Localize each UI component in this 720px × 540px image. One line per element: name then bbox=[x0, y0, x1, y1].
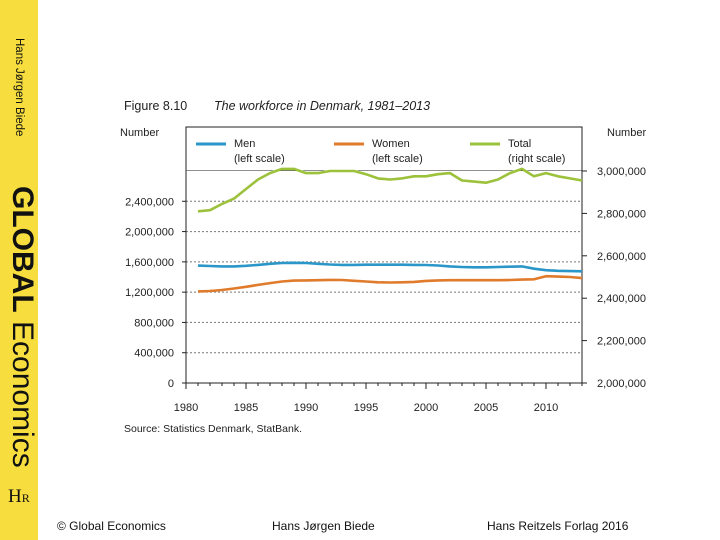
y-axis-label-right: Number bbox=[607, 127, 646, 139]
footer-publisher: Hans Reitzels Forlag 2016 bbox=[487, 519, 629, 533]
y-tick-label-left: 400,000 bbox=[134, 348, 174, 360]
footer-author: Hans Jørgen Biede bbox=[272, 519, 375, 533]
x-tick-label: 1980 bbox=[174, 402, 198, 414]
y-tick-label-right: 2,400,000 bbox=[597, 293, 646, 305]
legend-sublabel-men: (left scale) bbox=[234, 153, 285, 165]
x-tick-label: 1990 bbox=[294, 402, 318, 414]
y-axis-label-left: Number bbox=[120, 127, 159, 139]
y-tick-label-right: 2,000,000 bbox=[597, 378, 646, 390]
legend-sublabel-women: (left scale) bbox=[372, 153, 423, 165]
y-tick-label-left: 1,600,000 bbox=[125, 257, 174, 269]
footer-copyright: © Global Economics bbox=[57, 519, 166, 533]
y-tick-label-left: 0 bbox=[168, 378, 174, 390]
series-line-total bbox=[197, 167, 583, 213]
series-line-women bbox=[197, 274, 583, 293]
legend-sublabel-total: (right scale) bbox=[508, 153, 565, 165]
x-tick-label: 2000 bbox=[414, 402, 438, 414]
y-tick-label-right: 3,000,000 bbox=[597, 166, 646, 178]
x-tick-label: 1995 bbox=[354, 402, 378, 414]
y-tick-label-right: 2,600,000 bbox=[597, 251, 646, 263]
publisher-logo-icon: HR bbox=[8, 486, 30, 507]
sidebar: Hans Jørgen Biede GLOBAL Economics HR bbox=[0, 0, 39, 540]
chart-title: The workforce in Denmark, 1981–2013 bbox=[214, 99, 430, 113]
legend-label-women: Women bbox=[372, 138, 410, 150]
legend-box bbox=[185, 126, 583, 172]
legend-label-men: Men bbox=[234, 138, 255, 150]
chart-source: Source: Statistics Denmark, StatBank. bbox=[124, 423, 302, 435]
y-tick-label-right: 2,200,000 bbox=[597, 336, 646, 348]
y-tick-label-left: 2,400,000 bbox=[125, 196, 174, 208]
figure-label: Figure 8.10 bbox=[124, 99, 187, 113]
plot-area bbox=[186, 171, 582, 383]
x-tick-label: 2010 bbox=[534, 402, 558, 414]
y-tick-label-right: 2,800,000 bbox=[597, 208, 646, 220]
x-tick-label: 1985 bbox=[234, 402, 258, 414]
y-tick-label-left: 2,000,000 bbox=[125, 227, 174, 239]
x-tick-label: 2005 bbox=[474, 402, 498, 414]
legend-label-total: Total bbox=[508, 138, 531, 150]
y-tick-label-left: 800,000 bbox=[134, 317, 174, 329]
y-tick-label-left: 1,200,000 bbox=[125, 287, 174, 299]
series-line-men bbox=[197, 261, 583, 273]
